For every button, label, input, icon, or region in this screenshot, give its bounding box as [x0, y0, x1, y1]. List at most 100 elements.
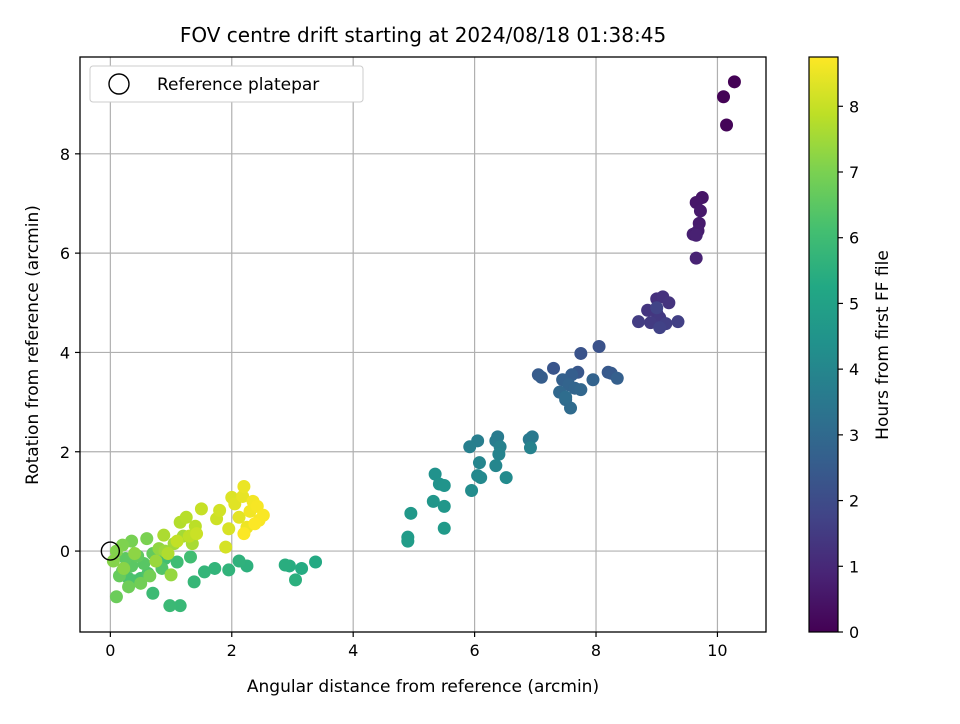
data-point — [465, 483, 479, 497]
x-tick-label: 8 — [591, 641, 601, 660]
data-point — [183, 550, 197, 564]
data-point — [671, 315, 685, 329]
colorbar-tick-label: 3 — [849, 426, 859, 445]
data-point — [109, 544, 123, 558]
data-point — [610, 371, 624, 385]
data-point — [437, 479, 451, 493]
data-point — [547, 361, 561, 375]
data-point — [559, 390, 573, 404]
legend: Reference platepar — [89, 65, 364, 103]
data-point — [164, 568, 178, 582]
data-point — [437, 499, 451, 513]
data-point — [179, 510, 193, 524]
data-point — [163, 599, 177, 613]
data-point — [426, 494, 440, 508]
data-point — [492, 447, 506, 461]
data-point — [128, 547, 142, 561]
colorbar-tick-label: 6 — [849, 229, 859, 248]
data-point — [309, 555, 323, 569]
data-point — [523, 441, 537, 455]
data-point — [197, 565, 211, 579]
data-point — [237, 480, 251, 494]
x-tick-label: 10 — [707, 641, 727, 660]
data-point — [592, 339, 606, 353]
colorbar-tick-label: 4 — [849, 360, 859, 379]
data-point — [632, 315, 646, 329]
legend-marker-reference — [108, 73, 130, 95]
data-point — [232, 554, 246, 568]
data-point — [190, 527, 204, 541]
y-axis-label: Rotation from reference (arcmin) — [23, 205, 43, 485]
data-point — [586, 373, 600, 387]
data-point — [574, 346, 588, 360]
legend-box — [89, 65, 364, 103]
legend-label-reference: Reference platepar — [157, 75, 319, 95]
colorbar-tick-label: 5 — [849, 294, 859, 313]
data-point — [222, 522, 236, 536]
data-point — [727, 75, 741, 89]
data-point — [161, 547, 175, 561]
colorbar-tick-label: 1 — [849, 557, 859, 576]
colorbar-tick-label: 8 — [849, 97, 859, 116]
data-point — [143, 569, 157, 583]
data-point — [463, 440, 477, 454]
colorbar-ticks: 0 1 2 3 4 5 6 7 8 — [838, 97, 859, 642]
data-point — [213, 503, 227, 517]
y-tick-label: 8 — [60, 145, 70, 164]
data-point — [401, 534, 415, 548]
colorbar-tick-label: 7 — [849, 163, 859, 182]
data-point — [157, 528, 171, 542]
y-axis-ticks: 0 2 4 6 8 — [60, 145, 80, 561]
data-point — [564, 401, 578, 415]
data-point — [248, 517, 262, 531]
data-point — [689, 251, 703, 265]
data-point — [256, 508, 270, 522]
data-point — [236, 489, 250, 503]
data-point — [689, 228, 703, 242]
data-point — [489, 459, 503, 473]
data-point — [222, 563, 236, 577]
x-axis-label: Angular distance from reference (arcmin) — [247, 677, 599, 697]
data-point — [404, 506, 418, 520]
data-point — [134, 576, 148, 590]
y-tick-label: 2 — [60, 443, 70, 462]
colorbar-tick-label: 2 — [849, 492, 859, 511]
data-point — [208, 561, 222, 575]
data-point — [146, 586, 160, 600]
x-axis-ticks: 0 2 4 6 8 10 — [105, 632, 728, 660]
x-tick-label: 0 — [105, 641, 115, 660]
data-point — [140, 532, 154, 546]
data-point — [194, 502, 208, 516]
data-point — [149, 554, 163, 568]
data-point — [499, 471, 513, 485]
data-point — [295, 561, 309, 575]
data-point — [232, 510, 246, 524]
data-point — [474, 471, 488, 485]
data-point — [717, 90, 731, 104]
reference-platepar-marker — [100, 541, 121, 561]
data-point — [574, 383, 588, 397]
data-point — [472, 456, 486, 470]
data-point — [187, 575, 201, 589]
data-point — [219, 540, 233, 554]
data-point — [122, 580, 136, 594]
x-tick-label: 6 — [470, 641, 480, 660]
data-point — [534, 370, 548, 384]
data-point — [173, 599, 187, 613]
data-point — [693, 204, 707, 218]
data-point — [650, 301, 664, 315]
data-point — [289, 573, 303, 587]
data-point — [117, 561, 131, 575]
y-tick-label: 0 — [60, 542, 70, 561]
data-point — [278, 558, 292, 572]
grid — [80, 57, 766, 632]
data-point — [720, 118, 734, 132]
y-tick-label: 6 — [60, 244, 70, 263]
colorbar-tick-label: 0 — [849, 623, 859, 642]
data-point — [170, 555, 184, 569]
x-tick-label: 2 — [227, 641, 237, 660]
y-tick-label: 4 — [60, 343, 70, 362]
data-point — [428, 467, 442, 481]
data-point — [237, 527, 251, 541]
